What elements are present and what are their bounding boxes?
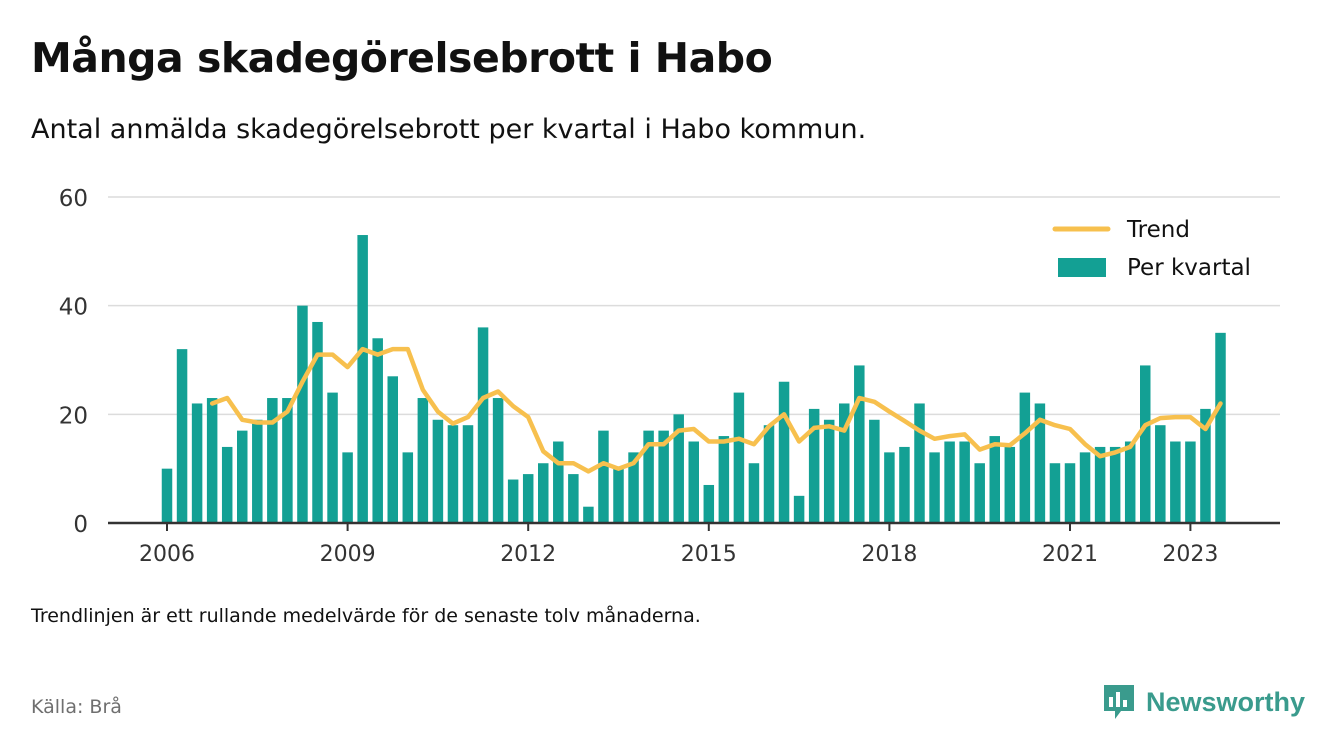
bar-2006-Q1 [161, 468, 173, 523]
bar-2021-Q2 [1079, 452, 1091, 523]
bar-2020-Q3 [1034, 403, 1046, 523]
bar-2019-Q1 [944, 441, 955, 523]
bar-2008-Q4 [327, 392, 338, 523]
axis-layer: 0 20 40 60 2006 2009 2012 2015 2018 2021 2023 [59, 186, 1280, 567]
bar-2010-Q1 [402, 452, 414, 523]
legend-bars-label: Per kvartal [1127, 255, 1251, 281]
brand-name: Newsworthy [1146, 686, 1306, 717]
footnote: Trendlinjen är ett rullande medelvärde f… [31, 605, 701, 627]
bar-2022-Q3 [1155, 425, 1166, 523]
x-tick-label: 2018 [861, 542, 917, 567]
brand-logo: Newsworthy [1102, 683, 1305, 721]
x-tick-label: 2023 [1162, 542, 1218, 567]
bar-2018-Q1 [884, 452, 895, 523]
bar-2011-Q2 [477, 327, 489, 523]
bar-2007-Q3 [252, 419, 263, 523]
bar-2015-Q1 [703, 484, 715, 523]
y-tick-label: 20 [59, 403, 88, 429]
bar-2016-Q2 [778, 381, 790, 523]
bar-2009-Q4 [387, 376, 398, 523]
bar-2011-Q4 [507, 479, 519, 523]
bar-2010-Q4 [447, 425, 459, 523]
bar-2020-Q2 [1019, 392, 1031, 523]
x-tick-label: 2012 [500, 542, 556, 567]
bar-2017-Q3 [854, 365, 865, 523]
y-tick-label: 40 [59, 295, 88, 321]
newsworthy-logo-icon [1104, 685, 1134, 719]
bar-2006-Q3 [191, 403, 203, 523]
bar-2010-Q3 [432, 419, 444, 523]
bar-2014-Q4 [688, 441, 699, 523]
x-tick-label: 2009 [320, 542, 376, 567]
bar-2006-Q4 [206, 398, 218, 523]
bar-2016-Q1 [763, 425, 775, 523]
bar-2009-Q2 [357, 235, 368, 524]
bar-layer [161, 235, 1226, 524]
bar-2023-Q3 [1215, 332, 1226, 523]
bar-2016-Q4 [808, 408, 820, 523]
bar-2017-Q4 [869, 419, 880, 523]
bar-2018-Q2 [899, 446, 910, 523]
bar-2020-Q1 [1004, 446, 1016, 523]
bar-2013-Q3 [613, 468, 624, 523]
bar-2014-Q2 [658, 430, 669, 523]
legend-bars-swatch [1058, 258, 1106, 277]
bar-2022-Q1 [1124, 441, 1136, 523]
bar-2011-Q3 [492, 398, 504, 523]
bar-2017-Q1 [823, 419, 835, 523]
bar-2012-Q4 [568, 474, 579, 523]
bar-2019-Q3 [974, 463, 985, 523]
bar-2013-Q2 [598, 430, 609, 523]
legend: Trend Per kvartal [1052, 217, 1251, 281]
legend-trend-label: Trend [1126, 217, 1190, 243]
x-tick-label: 2015 [681, 542, 737, 567]
bar-2019-Q2 [959, 441, 970, 523]
bar-2014-Q3 [673, 414, 684, 523]
bar-2012-Q1 [522, 474, 534, 523]
bar-2008-Q3 [312, 321, 323, 523]
bar-2009-Q3 [372, 338, 383, 523]
bar-2012-Q2 [538, 463, 549, 523]
bar-2019-Q4 [989, 436, 1000, 523]
bar-2008-Q1 [282, 398, 293, 523]
bar-2011-Q1 [462, 425, 474, 523]
bar-2016-Q3 [793, 495, 805, 523]
bar-2023-Q1 [1185, 441, 1196, 523]
bar-2021-Q1 [1064, 463, 1076, 523]
bar-2021-Q4 [1109, 446, 1121, 523]
chart-subtitle: Antal anmälda skadegörelsebrott per kvar… [31, 114, 867, 145]
x-tick-label: 2006 [139, 542, 195, 567]
x-tick-label: 2021 [1042, 542, 1098, 567]
chart-title: Många skadegörelsebrott i Habo [31, 34, 773, 82]
bar-2007-Q4 [267, 398, 278, 523]
source-label: Källa: Brå [31, 696, 122, 718]
bar-2009-Q1 [342, 452, 353, 523]
bar-2007-Q2 [237, 430, 248, 523]
bar-2018-Q4 [929, 452, 940, 523]
bar-2010-Q2 [417, 398, 429, 523]
bar-2018-Q3 [914, 403, 925, 523]
bar-2017-Q2 [839, 403, 850, 523]
bar-2014-Q1 [643, 430, 654, 523]
y-tick-label: 60 [59, 186, 88, 212]
bar-2021-Q3 [1094, 446, 1106, 523]
bar-2015-Q2 [718, 436, 730, 523]
bar-2008-Q2 [297, 305, 308, 523]
trend-line [209, 346, 1223, 474]
bar-2007-Q1 [221, 446, 233, 523]
y-tick-label: 0 [73, 512, 88, 538]
bar-2015-Q3 [733, 392, 745, 523]
trend-layer [209, 346, 1223, 474]
bar-2006-Q2 [176, 349, 188, 523]
bar-2020-Q4 [1049, 463, 1061, 523]
bar-line-chart: 0 20 40 60 2006 2009 2012 2015 2018 2021 2023 Tren… [59, 186, 1280, 567]
bar-2023-Q2 [1200, 408, 1211, 523]
bar-2015-Q4 [748, 463, 760, 523]
bar-2022-Q4 [1170, 441, 1181, 523]
bar-2012-Q3 [553, 441, 564, 523]
bar-2013-Q1 [583, 506, 594, 523]
bar-2022-Q2 [1140, 365, 1151, 523]
bar-2013-Q4 [628, 452, 639, 523]
